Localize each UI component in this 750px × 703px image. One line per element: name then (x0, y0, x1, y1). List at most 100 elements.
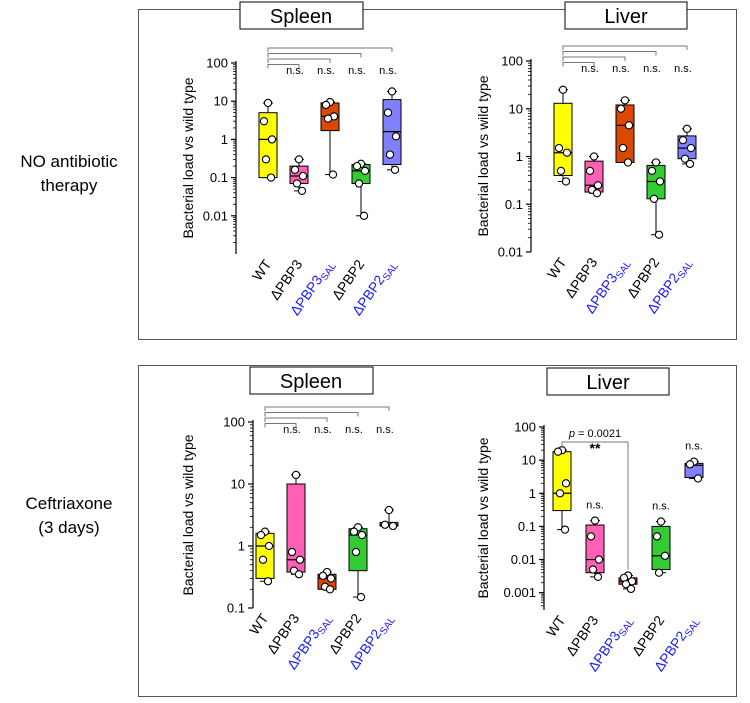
data-point (387, 87, 397, 96)
data-point (556, 166, 566, 176)
data-point (660, 551, 670, 560)
y-axis-label: Bacterial load vs wild type (180, 77, 196, 238)
y-tick-label: 0.1 (505, 197, 523, 212)
data-point (258, 555, 268, 564)
comparison-bracket (267, 47, 393, 52)
data-point (590, 516, 600, 525)
box-0: WT (246, 527, 275, 638)
chart-title: Spleen (270, 6, 332, 28)
box-2: ΔPBP3SAL (582, 96, 635, 316)
data-point (263, 577, 273, 586)
y-tick-label: 0.01 (203, 208, 228, 223)
box-3: ΔPBP2 (328, 159, 371, 303)
data-point (626, 584, 636, 594)
data-point (560, 525, 570, 534)
data-point (352, 161, 362, 171)
data-point (647, 166, 657, 176)
y-tick-label: 100 (223, 415, 245, 430)
y-tick-label: 100 (501, 54, 523, 69)
ns-annotation: n.s. (643, 63, 661, 75)
y-tick-label: 0.01 (511, 552, 536, 567)
data-point (680, 154, 690, 163)
y-tick-label: 100 (206, 56, 228, 71)
y-tick-label: 1 (221, 132, 228, 147)
chart-title-box (546, 367, 670, 396)
data-point (328, 170, 338, 179)
data-point (388, 521, 398, 531)
category-label-subscript: SAL (381, 261, 401, 283)
data-point (294, 155, 304, 164)
data-point (624, 121, 634, 130)
category-label-subscript: SAL (378, 615, 398, 637)
data-point (390, 165, 400, 174)
data-point (561, 479, 571, 488)
box-4: ΔPBP2SAL (349, 87, 402, 318)
data-point (585, 166, 595, 176)
data-point (325, 585, 335, 594)
category-label-subscript: SAL (683, 617, 703, 639)
data-point (561, 177, 571, 186)
data-point (357, 530, 367, 540)
data-point (354, 179, 364, 188)
data-point (326, 574, 336, 583)
data-point (555, 489, 565, 498)
box-chart-3: Liver 100 10 1 0.1 0.01 0.001 Bacterial load vs… (475, 367, 704, 674)
data-point (266, 173, 276, 182)
row-label-line: (3 days) (38, 518, 100, 537)
data-point (654, 230, 664, 239)
ns-annotation: n.s. (314, 424, 332, 436)
data-point (349, 527, 359, 536)
data-point (618, 143, 628, 153)
p-value-label: p = 0.0021 (568, 428, 621, 440)
comparison-bracket (264, 423, 297, 428)
data-point (652, 532, 662, 541)
comparison-bracket (562, 45, 688, 50)
category-label-subscript: SAL (676, 259, 696, 281)
data-point (654, 568, 664, 577)
data-point (291, 470, 301, 480)
data-point (297, 186, 307, 195)
y-tick-label: 0.1 (210, 170, 228, 185)
y-axis-label: Bacterial load vs wild type (475, 437, 491, 598)
ns-annotation: n.s. (345, 424, 363, 436)
y-tick-label: 0.01 (498, 245, 523, 260)
box-3: ΔPBP2 (623, 158, 666, 301)
y-axis-label: Bacterial load vs wild type (475, 75, 491, 236)
data-point (682, 124, 692, 133)
data-point (261, 155, 271, 164)
data-point (686, 143, 696, 153)
data-point (620, 96, 630, 105)
box-body (255, 532, 275, 579)
data-point (391, 132, 401, 141)
data-point (553, 447, 563, 456)
data-point (649, 194, 659, 203)
box-chart-1: Liver 100 10 1 0.1 0.01 Bacterial load vs wild… (475, 1, 697, 316)
category-label: WT (544, 254, 570, 281)
ns-annotation: n.s. (685, 441, 703, 453)
comparison-bracket (264, 412, 359, 417)
category-label: WT (249, 256, 275, 283)
ns-annotation: n.s. (286, 65, 304, 77)
data-point (656, 517, 666, 526)
ns-annotation: n.s. (652, 501, 670, 513)
data-point (256, 530, 266, 540)
comparison-bracket (267, 58, 331, 63)
y-tick-label: 0.1 (518, 519, 536, 534)
y-tick-label: 10 (509, 101, 523, 116)
category-label-subscript: SAL (319, 261, 339, 283)
data-point (267, 135, 277, 144)
row-label-line: NO antibiotic (20, 152, 118, 171)
data-point (318, 571, 328, 581)
comparison-bracket (562, 51, 657, 56)
category-label: WT (246, 610, 272, 637)
comparison-bracket (562, 56, 626, 61)
chart-title: Liver (604, 6, 648, 28)
ns-annotation: n.s. (379, 65, 397, 77)
box-0: WT (543, 446, 572, 640)
data-point (651, 158, 661, 167)
data-point (292, 179, 302, 188)
data-point (384, 505, 394, 515)
y-tick-label: 1 (529, 486, 536, 501)
comparison-bracket (267, 64, 300, 69)
